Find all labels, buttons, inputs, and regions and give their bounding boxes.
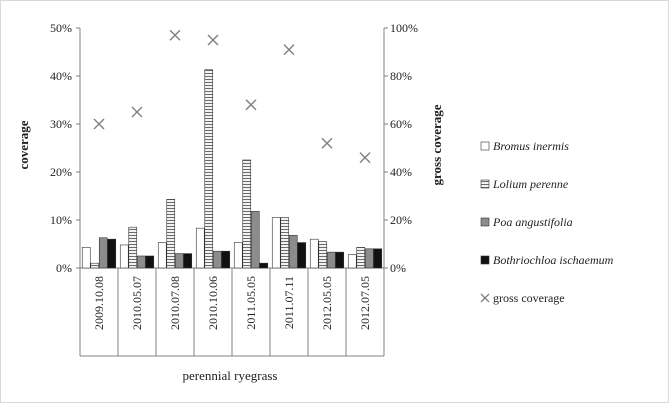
bar [98,237,108,269]
y-tick-label-right: 80% [390,69,412,83]
y-tick-label-left: 30% [50,117,72,131]
legend-label: Bromus inermis [493,139,569,153]
y-tick-label-right: 100% [390,21,418,35]
bars [81,69,383,269]
bar [107,238,117,269]
gross-coverage-point [245,99,257,111]
legend-swatch [480,255,490,265]
bar [347,254,357,269]
y-axis-title-right: gross coverage [429,104,444,185]
bar [174,253,184,269]
bar [195,227,205,269]
y-tick-label-right: 0% [390,261,406,275]
bar [212,250,222,269]
bar [373,248,383,269]
bar [242,159,252,269]
bar [90,262,100,269]
x-tick-label: 2011.07.11 [282,276,296,329]
bar [309,238,319,269]
legend: Bromus inermis Lolium perenne Poa angustif… [480,139,614,305]
bar [157,242,167,269]
axes: 0% 10% 20% 30% 40% 50% 0% 20% 40% 60% 80% 100% 2009.… [50,21,418,357]
legend-label: Lolium perenne [492,177,569,191]
bar [259,262,269,269]
bar [145,255,155,269]
bar [119,244,129,269]
gross-coverage-markers [93,29,371,164]
legend-label: Bothriochloa ischaemum [493,253,614,267]
bar [250,211,260,269]
bar [204,69,214,269]
y-tick-label-left: 50% [50,21,72,35]
bar [335,251,345,269]
legend-swatch [480,179,490,189]
bar [297,242,307,269]
bar [318,241,328,269]
bar [356,247,366,269]
legend-label: Poa angustifolia [492,215,573,229]
x-tick-label: 2010.10.06 [206,276,220,330]
bar [364,248,374,269]
x-tick-label: 2009.10.08 [92,276,106,330]
x-tick-label: 2012.05.05 [320,276,334,330]
bar [81,247,91,269]
gross-coverage-point [131,106,143,118]
bar [280,217,290,269]
y-tick-label-left: 20% [50,165,72,179]
bar [136,255,146,269]
bar [326,251,336,269]
y-tick-label-right: 20% [390,213,412,227]
y-axis-title-left: coverage [16,120,31,169]
bar [271,217,281,269]
bar [128,226,138,269]
gross-coverage-point [169,29,181,41]
gross-coverage-point [359,152,371,164]
bar [233,242,243,269]
legend-swatch [480,141,490,151]
bar [183,253,193,269]
gross-coverage-point [93,118,105,130]
bar [221,250,231,269]
y-tick-label-right: 60% [390,117,412,131]
bar [288,235,298,269]
legend-label: gross coverage [493,291,565,305]
y-tick-label-left: 40% [50,69,72,83]
legend-marker [480,293,490,303]
x-tick-label: 2012.07.05 [358,276,372,330]
legend-swatch [480,217,490,227]
y-tick-label-right: 40% [390,165,412,179]
x-tick-label: 2010.07.08 [168,276,182,330]
bar [166,199,176,269]
y-tick-label-left: 0% [56,261,72,275]
x-axis-title: perennial ryegrass [183,368,278,383]
y-tick-label-left: 10% [50,213,72,227]
gross-coverage-point [321,137,333,149]
gross-coverage-point [283,44,295,56]
x-tick-label: 2011.05.05 [244,276,258,330]
x-tick-label: 2010.05.07 [130,276,144,330]
gross-coverage-point [207,34,219,46]
